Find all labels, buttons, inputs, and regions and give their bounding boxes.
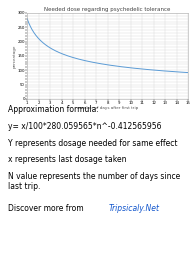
Text: N value represents the number of days since: N value represents the number of days si… [8, 172, 180, 181]
X-axis label: number of days after first trip: number of days after first trip [77, 106, 138, 110]
Title: Needed dose regarding psychedelic tolerance: Needed dose regarding psychedelic tolera… [44, 7, 171, 12]
Text: Discover more from: Discover more from [8, 204, 86, 213]
Text: y= x/100*280.059565*n^-0.412565956: y= x/100*280.059565*n^-0.412565956 [8, 122, 161, 131]
Y-axis label: percentage: percentage [13, 44, 17, 68]
Text: last trip.: last trip. [8, 182, 40, 191]
Text: Tripsicaly.Net: Tripsicaly.Net [109, 204, 160, 213]
Text: x represents last dosage taken: x represents last dosage taken [8, 155, 126, 164]
Text: Approximation formula:: Approximation formula: [8, 105, 99, 114]
Text: Y represents dosage needed for same effect: Y represents dosage needed for same effe… [8, 139, 177, 148]
